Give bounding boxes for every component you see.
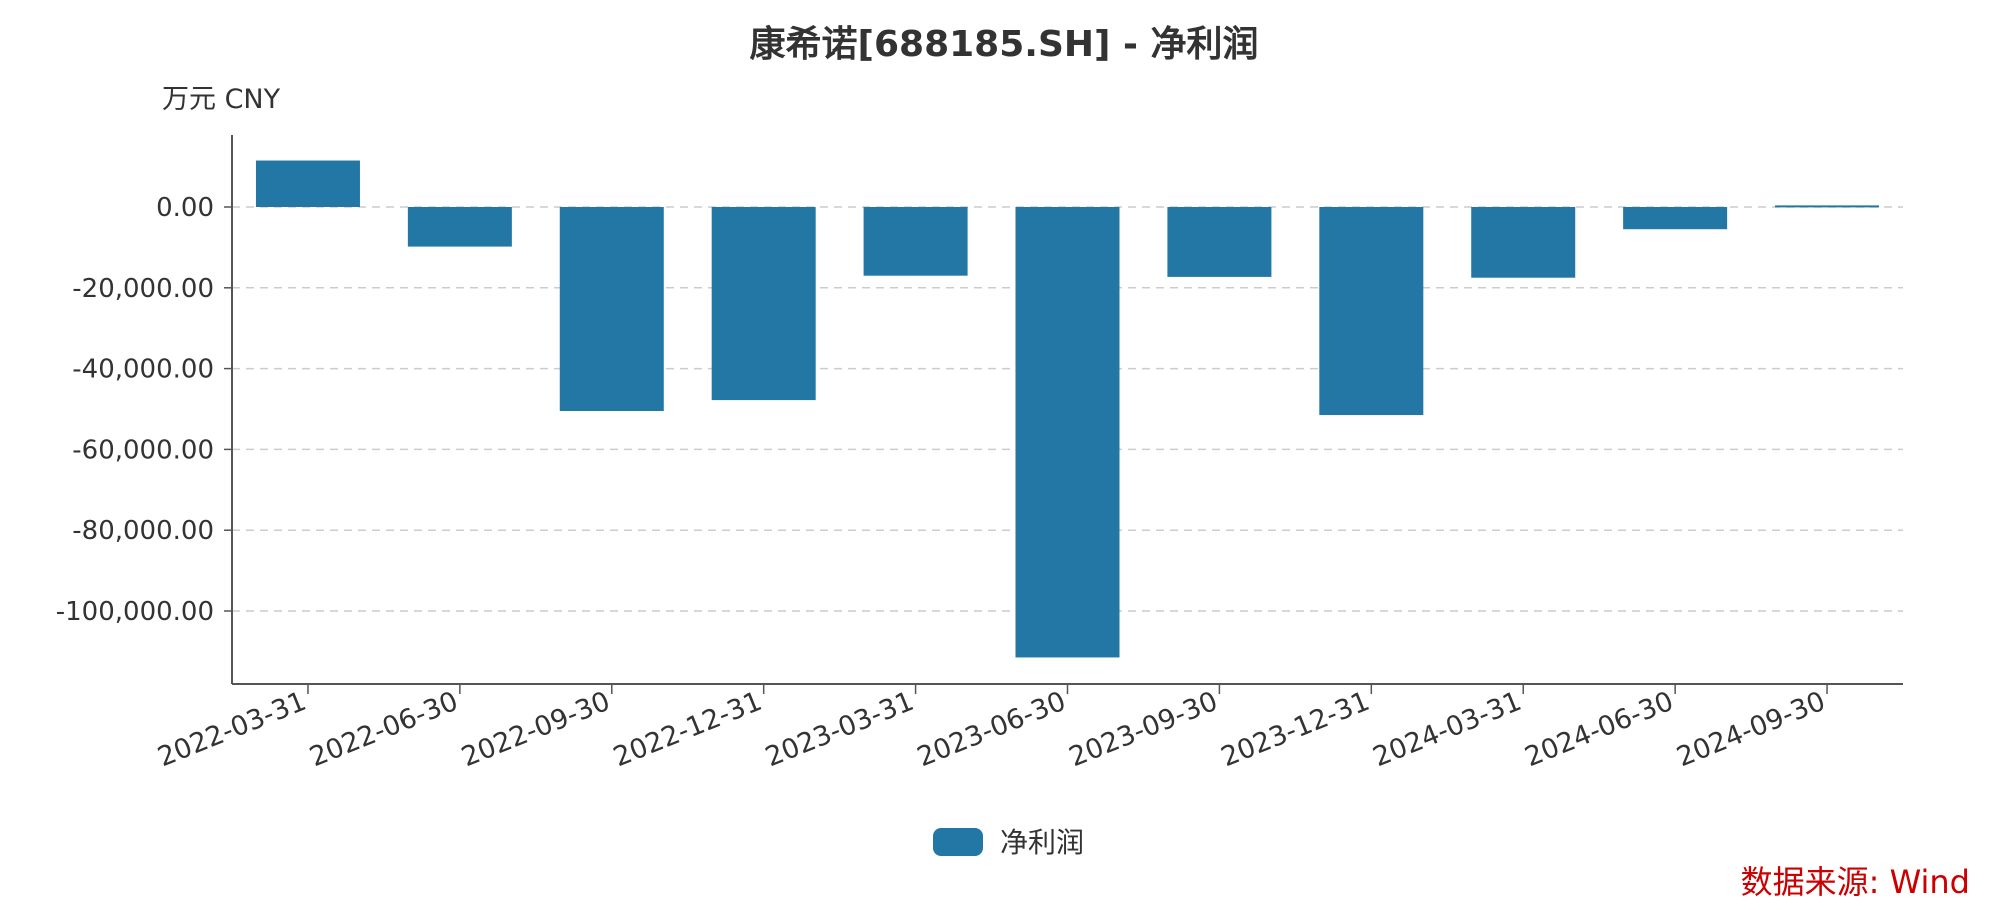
bar[interactable]	[1015, 207, 1120, 658]
bar[interactable]	[407, 207, 512, 247]
data-source-label: 数据来源: Wind	[1741, 863, 1970, 901]
x-tick-label: 2023-06-30	[913, 686, 1070, 774]
y-tick-label: 0.00	[156, 193, 214, 223]
axes	[224, 135, 1903, 694]
bars	[255, 160, 1880, 658]
y-tick-label: -20,000.00	[72, 274, 214, 304]
y-tick-label: -100,000.00	[56, 597, 214, 627]
bar[interactable]	[255, 160, 360, 207]
x-tick-label: 2022-06-30	[305, 686, 462, 774]
legend[interactable]: 净利润	[933, 826, 1084, 859]
bar[interactable]	[1319, 207, 1424, 416]
bar[interactable]	[863, 207, 968, 276]
y-tick-label: -80,000.00	[72, 516, 214, 546]
y-axis-unit-label: 万元 CNY	[162, 84, 281, 115]
y-tick-labels: 0.00 -20,000.00 -40,000.00 -60,000.00 -80,00…	[56, 193, 214, 627]
y-tick-label: -40,000.00	[72, 355, 214, 385]
x-tick-label: 2024-09-30	[1673, 686, 1830, 774]
x-tick-label: 2024-06-30	[1521, 686, 1678, 774]
x-tick-label: 2022-03-31	[153, 686, 310, 774]
x-tick-labels: 2022-03-312022-06-302022-09-302022-12-31…	[153, 686, 1829, 774]
bar[interactable]	[1775, 205, 1880, 208]
legend-label: 净利润	[1000, 826, 1084, 859]
x-tick-label: 2022-09-30	[457, 686, 614, 774]
bar[interactable]	[1471, 207, 1576, 278]
y-tick-label: -60,000.00	[72, 435, 214, 465]
bar[interactable]	[1167, 207, 1272, 277]
x-tick-label: 2022-12-31	[609, 686, 766, 774]
x-tick-label: 2024-03-31	[1369, 686, 1526, 774]
bar[interactable]	[559, 207, 664, 412]
x-tick-label: 2023-09-30	[1065, 686, 1222, 774]
bar[interactable]	[1623, 207, 1728, 230]
chart-title: 康希诺[688185.SH] - 净利润	[750, 23, 1259, 65]
x-tick-label: 2023-12-31	[1217, 686, 1374, 774]
bar[interactable]	[711, 207, 816, 401]
legend-swatch	[933, 828, 983, 856]
x-tick-label: 2023-03-31	[761, 686, 918, 774]
